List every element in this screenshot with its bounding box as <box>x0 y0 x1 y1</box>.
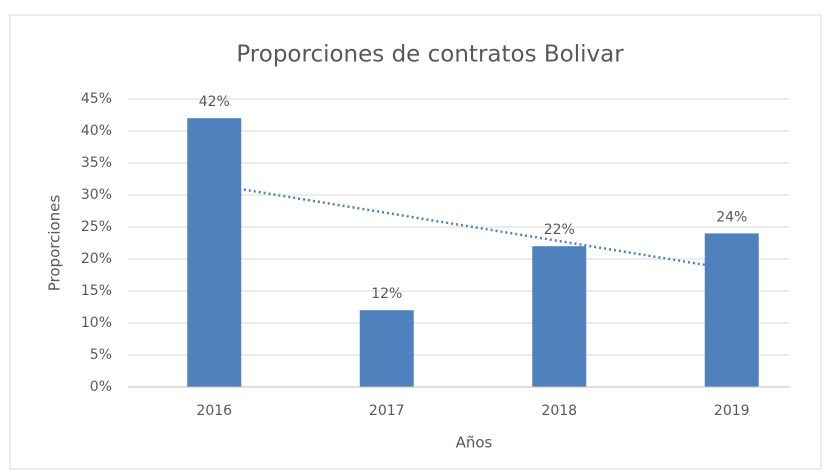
y-tick-label: 0% <box>90 379 112 395</box>
trendline <box>214 183 732 271</box>
x-tick-label: 2017 <box>369 403 405 419</box>
data-label: 12% <box>371 286 402 302</box>
y-tick-label: 30% <box>81 187 112 203</box>
y-tick-label: 45% <box>81 91 112 107</box>
y-tick-label: 20% <box>81 251 112 267</box>
data-label: 42% <box>199 94 230 110</box>
bar <box>359 310 414 387</box>
bar <box>704 233 759 387</box>
y-axis-title: Proporciones <box>46 195 64 292</box>
y-tick-label: 10% <box>81 315 112 331</box>
x-tick-label: 2019 <box>714 403 750 419</box>
data-label: 24% <box>716 209 747 225</box>
chart-title: Proporciones de contratos Bolivar <box>236 42 624 68</box>
y-tick-label: 35% <box>81 155 112 171</box>
y-tick-label: 15% <box>81 283 112 299</box>
bar <box>532 246 587 387</box>
x-axis-title: Años <box>456 434 493 452</box>
y-tick-label: 25% <box>81 219 112 235</box>
x-tick-label: 2018 <box>541 403 577 419</box>
bar <box>187 118 242 387</box>
y-tick-label: 5% <box>90 347 112 363</box>
data-label: 22% <box>544 222 575 238</box>
x-tick-label: 2016 <box>196 403 232 419</box>
chart-frame <box>9 14 822 470</box>
y-tick-label: 40% <box>81 123 112 139</box>
